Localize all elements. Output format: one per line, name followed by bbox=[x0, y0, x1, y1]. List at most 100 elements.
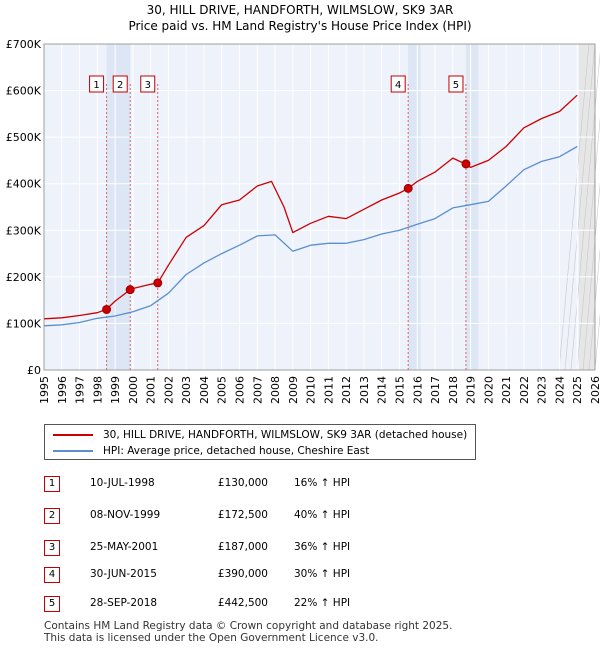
footer-licence: This data is licensed under the Open Gov… bbox=[44, 632, 379, 644]
x-tick-label: 2002 bbox=[162, 376, 175, 404]
x-tick-label: 2017 bbox=[429, 376, 442, 404]
forecast-hatch bbox=[582, 182, 600, 371]
x-tick-label: 2024 bbox=[553, 376, 566, 404]
chart-subtitle: Price paid vs. HM Land Registry's House … bbox=[128, 19, 472, 33]
sale-marker-label: 5 bbox=[453, 80, 459, 91]
sale-marker-box bbox=[112, 75, 128, 93]
chart-title: 30, HILL DRIVE, HANDFORTH, WILMSLOW, SK9… bbox=[146, 3, 454, 17]
sale-marker-label: 4 bbox=[395, 80, 401, 91]
y-tick-label: £700K bbox=[6, 38, 42, 51]
sale-point bbox=[102, 304, 112, 314]
forecast-hatch bbox=[576, 116, 600, 371]
sale-hpi-diff: 40% ↑ HPI bbox=[294, 509, 351, 521]
sale-hpi-diff: 36% ↑ HPI bbox=[294, 541, 351, 553]
x-tick-label: 2020 bbox=[482, 376, 495, 404]
x-tick-label: 2000 bbox=[127, 376, 140, 404]
x-tick-label: 2023 bbox=[536, 376, 549, 404]
x-tick-label: 2012 bbox=[340, 376, 353, 404]
x-tick-label: 2006 bbox=[234, 376, 247, 404]
x-tick-label: 1999 bbox=[109, 376, 122, 404]
x-tick-label: 2016 bbox=[411, 376, 424, 404]
sale-hpi-diff: 22% ↑ HPI bbox=[294, 597, 351, 609]
sale-marker-label: 2 bbox=[117, 80, 123, 91]
plot-area bbox=[44, 44, 595, 370]
sale-price: £390,000 bbox=[217, 568, 268, 580]
x-tick-label: 2005 bbox=[216, 376, 229, 404]
forecast-hatch bbox=[564, 43, 596, 371]
sale-number: 4 bbox=[44, 567, 60, 583]
price-chart: £0 £100K £200K £300K £400K £500K £600K £700K 199… bbox=[6, 38, 600, 404]
x-tick-label: 2019 bbox=[465, 376, 478, 404]
sale-hpi-diff: 16% ↑ HPI bbox=[294, 477, 351, 489]
legend-item-hpi: HPI: Average price, detached house, Ches… bbox=[53, 443, 369, 459]
legend: 30, HILL DRIVE, HANDFORTH, WILMSLOW, SK9… bbox=[44, 424, 476, 460]
sale-date: 25-MAY-2001 bbox=[90, 541, 159, 553]
x-tick-label: 1998 bbox=[91, 376, 104, 404]
legend-label-hpi: HPI: Average price, detached house, Ches… bbox=[103, 445, 370, 457]
sale-hpi-diff: 30% ↑ HPI bbox=[294, 568, 351, 580]
legend-swatch-property bbox=[53, 434, 93, 436]
legend-item-property: 30, HILL DRIVE, HANDFORTH, WILMSLOW, SK9… bbox=[53, 427, 467, 443]
y-tick-label: £500K bbox=[6, 131, 42, 144]
x-tick-label: 2022 bbox=[518, 376, 531, 404]
hpi-line bbox=[43, 145, 578, 327]
y-tick-label: £400K bbox=[6, 178, 42, 191]
x-tick-label: 2021 bbox=[500, 376, 513, 404]
x-tick-label: 2003 bbox=[180, 376, 193, 404]
x-tick-label: 2008 bbox=[269, 376, 282, 404]
sale-point bbox=[125, 285, 135, 295]
sale-point bbox=[153, 278, 163, 288]
footer: Contains HM Land Registry data © Crown c… bbox=[44, 620, 452, 644]
forecast-hatch bbox=[588, 247, 600, 371]
x-tick-label: 2001 bbox=[145, 376, 158, 404]
sale-price: £172,500 bbox=[217, 509, 268, 521]
footer-copyright: Contains HM Land Registry data © Crown c… bbox=[44, 620, 453, 632]
x-tick-label: 2015 bbox=[393, 376, 406, 404]
sale-number: 3 bbox=[44, 540, 60, 556]
forecast-band bbox=[579, 44, 595, 370]
sale-price: £187,000 bbox=[217, 541, 268, 553]
sale-marker-label: 1 bbox=[93, 80, 99, 91]
x-tick-label: 2018 bbox=[447, 376, 460, 404]
legend-swatch-hpi bbox=[53, 450, 93, 452]
sale-price: £130,000 bbox=[217, 477, 268, 489]
sale-marker-label: 3 bbox=[145, 80, 151, 91]
sale-marker-box bbox=[89, 75, 105, 93]
y-tick-label: £100K bbox=[6, 317, 42, 330]
forecast-hatch bbox=[594, 312, 600, 371]
y-tick-label: £300K bbox=[6, 224, 42, 237]
highlight-band bbox=[408, 44, 421, 370]
forecast-hatch bbox=[570, 51, 600, 371]
sale-number: 1 bbox=[44, 476, 60, 492]
x-tick-label: 2009 bbox=[287, 376, 300, 404]
sale-number: 2 bbox=[44, 508, 60, 524]
highlight-band bbox=[465, 44, 479, 370]
x-tick-label: 2025 bbox=[571, 376, 584, 404]
x-tick-label: 2004 bbox=[198, 376, 211, 404]
sale-date: 30-JUN-2015 bbox=[90, 568, 157, 580]
sale-point bbox=[461, 159, 471, 169]
y-tick-label: £200K bbox=[6, 271, 42, 284]
sale-marker-box bbox=[390, 75, 406, 93]
x-tick-label: 2010 bbox=[305, 376, 318, 404]
x-tick-label: 2013 bbox=[358, 376, 371, 404]
sale-date: 28-SEP-2018 bbox=[90, 597, 158, 609]
x-tick-label: 2007 bbox=[251, 376, 264, 404]
sale-point bbox=[403, 183, 413, 193]
plot-frame bbox=[43, 43, 596, 371]
forecast-hatch bbox=[558, 43, 590, 371]
legend-label-property: 30, HILL DRIVE, HANDFORTH, WILMSLOW, SK9… bbox=[103, 429, 468, 441]
y-tick-label: £600K bbox=[6, 85, 42, 98]
sale-number: 5 bbox=[44, 596, 60, 612]
sale-marker-box bbox=[448, 75, 464, 93]
sale-price: £442,500 bbox=[217, 597, 268, 609]
x-tick-label: 2011 bbox=[322, 376, 335, 404]
sale-date: 08-NOV-1999 bbox=[90, 509, 161, 521]
sale-date: 10-JUL-1998 bbox=[90, 477, 155, 489]
x-tick-label: 1997 bbox=[74, 376, 87, 404]
x-tick-label: 2014 bbox=[376, 376, 389, 404]
y-tick-label: £0 bbox=[27, 364, 41, 377]
x-tick-label: 1995 bbox=[38, 376, 51, 404]
x-tick-label: 2026 bbox=[589, 376, 600, 404]
x-tick-label: 1996 bbox=[56, 376, 69, 404]
